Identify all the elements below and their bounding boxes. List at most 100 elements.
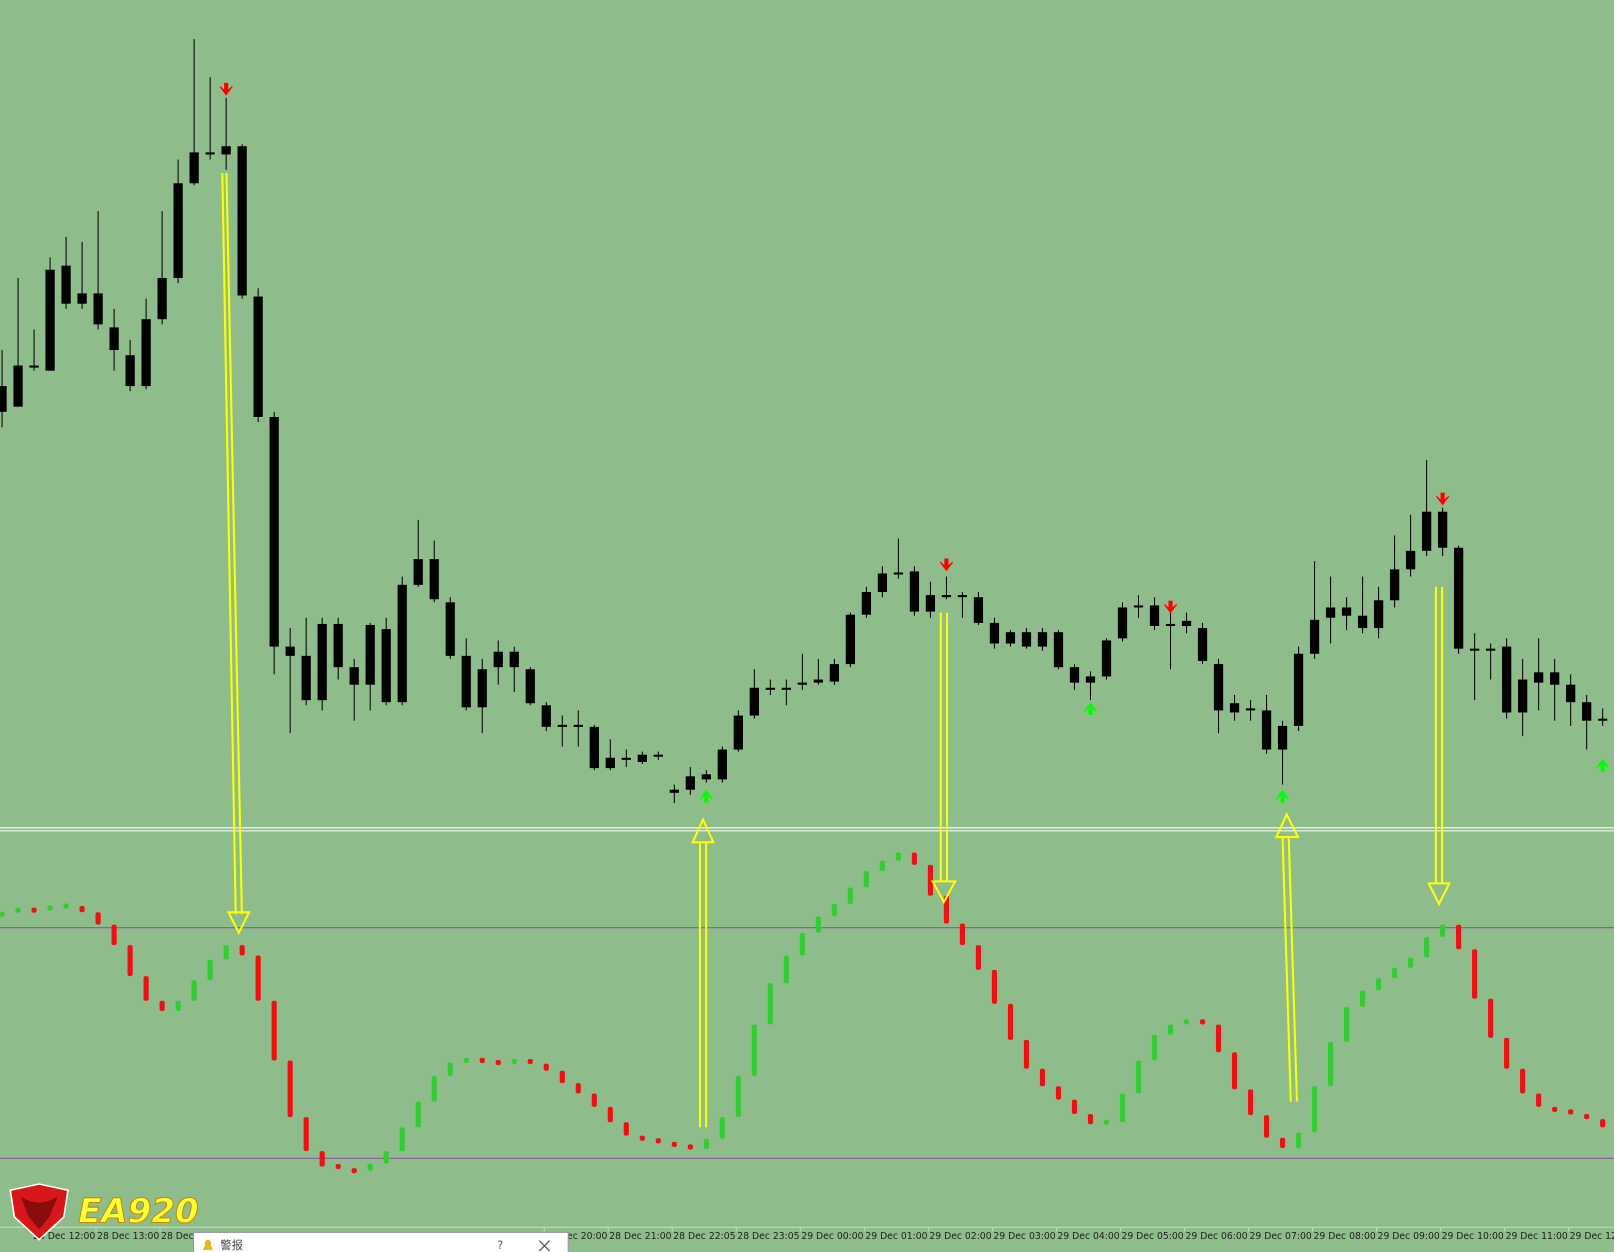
- logo: EA920: [9, 1183, 199, 1241]
- indicator-bar: [943, 895, 949, 924]
- candle-body: [285, 646, 295, 656]
- time-label: 29 Dec 08:00: [1314, 1231, 1376, 1242]
- candle-body: [1389, 569, 1400, 601]
- indicator-bar: [159, 1000, 165, 1012]
- indicator-bar: [1520, 1068, 1526, 1094]
- time-label: 29 Dec 03:00: [993, 1231, 1055, 1242]
- candle-body: [333, 623, 343, 668]
- indicator-bar: [1327, 1041, 1334, 1087]
- indicator-bar: [1247, 1089, 1254, 1116]
- candle-body: [253, 296, 263, 417]
- candle-body: [93, 293, 103, 325]
- help-button[interactable]: ?: [497, 1238, 503, 1252]
- candle-body: [1373, 600, 1384, 629]
- time-label: 29 Dec 06:00: [1185, 1231, 1247, 1242]
- candle-body: [765, 687, 775, 690]
- buy-arrow: [699, 789, 713, 803]
- candle-body: [397, 584, 407, 703]
- indicator-bar: [879, 860, 885, 872]
- indicator-bar: [463, 1057, 469, 1064]
- indicator-panel: [0, 852, 1614, 1174]
- buy-arrow: [1083, 702, 1098, 716]
- indicator-bar: [1295, 1132, 1302, 1149]
- candle-body: [29, 365, 39, 368]
- candle-body: [669, 789, 679, 793]
- candle-body: [797, 682, 807, 685]
- indicator-bar: [1392, 967, 1398, 979]
- indicator-bar: [1536, 1093, 1542, 1107]
- time-label: 28 Dec 21:00: [609, 1231, 671, 1242]
- candle-body: [493, 651, 503, 668]
- candle-body: [445, 602, 455, 656]
- indicator-bar: [399, 1127, 405, 1152]
- indicator-bar: [767, 983, 773, 1025]
- candle-body: [925, 595, 936, 612]
- indicator-bar: [1360, 990, 1366, 1007]
- annotation-arrow: [930, 612, 957, 905]
- candle-body: [1213, 664, 1224, 711]
- candle-body: [637, 754, 647, 762]
- candle-body: [237, 146, 247, 296]
- candle-body: [941, 595, 952, 598]
- candle-body: [1117, 607, 1128, 639]
- candle-body: [205, 152, 215, 155]
- candle-body: [749, 687, 759, 716]
- indicator-bar: [1472, 949, 1478, 999]
- indicator-bar: [1552, 1106, 1558, 1112]
- indicator-bar: [239, 945, 245, 956]
- indicator-bar: [79, 906, 85, 913]
- candle-body: [973, 597, 984, 623]
- candle-body: [557, 724, 567, 727]
- indicator-bar: [1199, 1019, 1206, 1025]
- candle-body: [173, 183, 183, 278]
- indicator-bar: [1311, 1086, 1318, 1133]
- indicator-bar: [479, 1057, 485, 1064]
- candle-body: [813, 679, 824, 683]
- candle-body: [13, 365, 23, 407]
- candle-body: [1534, 672, 1544, 683]
- time-label: 28 Dec 14:00: [161, 1231, 223, 1242]
- indicator-bar: [719, 1117, 725, 1139]
- indicator-bar: [671, 1141, 677, 1147]
- indicator-bar: [1215, 1024, 1222, 1053]
- indicator-bar: [351, 1168, 357, 1174]
- indicator-bar: [191, 980, 197, 1001]
- indicator-bar: [31, 907, 37, 913]
- time-label: 28 Dec 13:00: [97, 1231, 159, 1242]
- candle-body: [1582, 702, 1592, 721]
- indicator-bar: [319, 1151, 325, 1167]
- indicator-bar: [927, 864, 933, 896]
- close-button[interactable]: [538, 1240, 551, 1252]
- candle-body: [1005, 632, 1016, 644]
- price-panel: [0, 39, 1610, 804]
- candle-body: [605, 757, 615, 769]
- indicator-bar: [847, 887, 853, 904]
- indicator-bar: [1456, 924, 1462, 950]
- time-label: 29 Dec 00:00: [801, 1231, 863, 1242]
- candle-body: [301, 655, 311, 701]
- indicator-bar: [783, 955, 789, 984]
- indicator-bar: [95, 912, 101, 925]
- indicator-bar: [1055, 1086, 1062, 1100]
- indicator-bar: [1087, 1114, 1094, 1125]
- annotation-arrow: [1427, 586, 1451, 907]
- sell-arrow: [1436, 492, 1450, 506]
- candle-body: [573, 724, 583, 727]
- candle-body: [1453, 547, 1464, 649]
- candle-body: [861, 592, 872, 615]
- candle-body: [157, 277, 167, 320]
- indicator-bar: [1408, 957, 1414, 968]
- sell-arrow: [219, 82, 233, 96]
- indicator-bar: [1263, 1115, 1270, 1138]
- indicator-bar: [591, 1093, 597, 1107]
- indicator-bar: [735, 1075, 741, 1118]
- dialog-frame: [193, 1231, 569, 1252]
- candle-body: [1069, 667, 1080, 683]
- alert-dialog[interactable]: 警报 ?: [193, 1231, 569, 1252]
- dialog-title: 警报: [220, 1238, 243, 1252]
- time-label: 28 Dec 20:00: [545, 1231, 607, 1242]
- indicator-bar: [543, 1063, 549, 1071]
- indicator-bar: [1568, 1109, 1574, 1115]
- candle-body: [109, 327, 119, 351]
- candle-body: [685, 776, 695, 790]
